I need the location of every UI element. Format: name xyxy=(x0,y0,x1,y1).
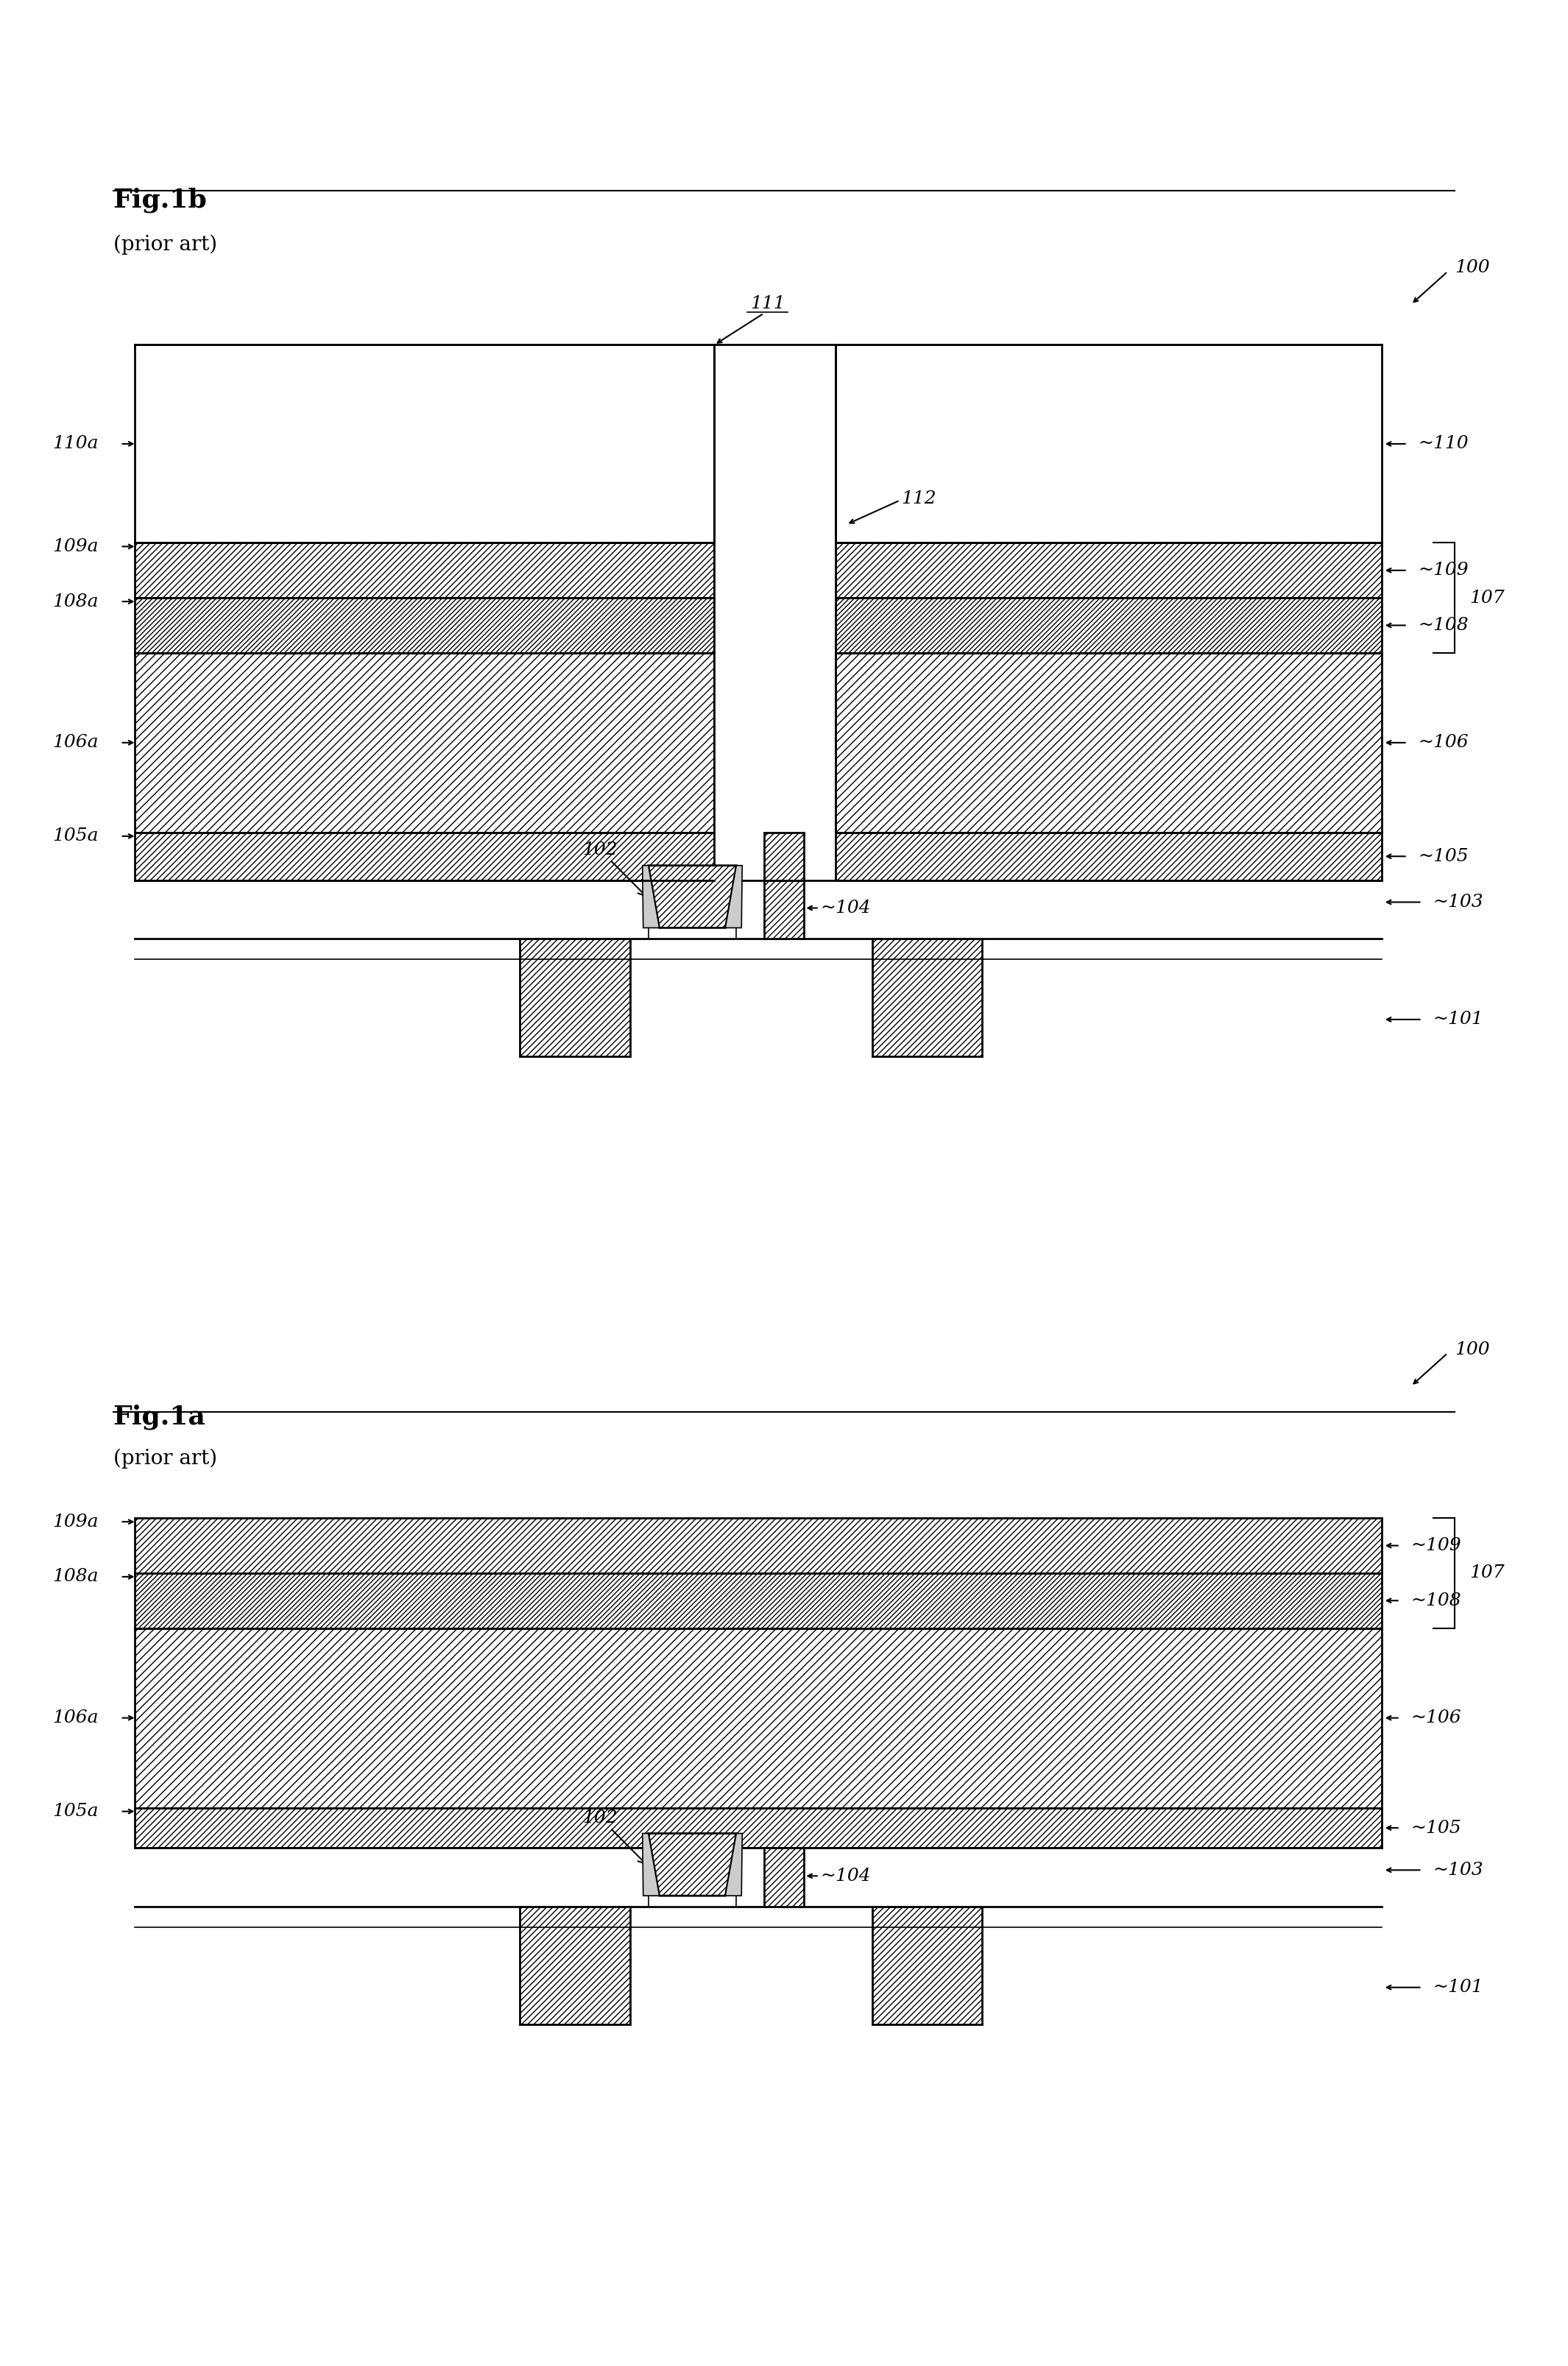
Text: 100: 100 xyxy=(1455,260,1490,277)
Text: ~101: ~101 xyxy=(1433,1010,1483,1027)
Text: 106a: 106a xyxy=(52,1711,99,1727)
Bar xyxy=(135,542,715,599)
Text: ~104: ~104 xyxy=(820,899,872,916)
Polygon shape xyxy=(648,866,737,927)
Polygon shape xyxy=(643,866,660,927)
Text: ~106: ~106 xyxy=(1419,733,1469,750)
Text: ~103: ~103 xyxy=(1433,894,1483,911)
Text: ~103: ~103 xyxy=(1433,1862,1483,1879)
Bar xyxy=(836,833,1381,880)
Polygon shape xyxy=(764,1848,804,1907)
Bar xyxy=(836,599,1381,653)
Polygon shape xyxy=(648,1834,737,1895)
Bar xyxy=(715,542,836,833)
Text: ~110: ~110 xyxy=(1419,435,1469,452)
Text: Fig.1a: Fig.1a xyxy=(113,1405,205,1429)
Polygon shape xyxy=(726,866,742,927)
Bar xyxy=(135,1573,1381,1628)
Text: (prior art): (prior art) xyxy=(113,1448,216,1469)
Text: Fig.1b: Fig.1b xyxy=(113,187,207,213)
Text: 109a: 109a xyxy=(52,537,99,556)
Bar xyxy=(648,1895,737,1907)
Text: ~101: ~101 xyxy=(1433,1978,1483,1997)
Text: ~108: ~108 xyxy=(1411,1592,1461,1609)
Polygon shape xyxy=(643,1834,660,1895)
Text: 105a: 105a xyxy=(52,828,99,845)
Text: 106a: 106a xyxy=(52,733,99,750)
Text: ~109: ~109 xyxy=(1411,1538,1461,1554)
Text: 102: 102 xyxy=(582,842,646,897)
Text: 107: 107 xyxy=(1469,589,1505,606)
Bar xyxy=(836,653,1381,833)
Text: 107: 107 xyxy=(1469,1564,1505,1580)
Text: ~104: ~104 xyxy=(820,1867,872,1883)
Bar xyxy=(836,542,1381,599)
Polygon shape xyxy=(726,1834,742,1895)
Bar xyxy=(648,927,737,939)
Bar xyxy=(836,345,1381,542)
Bar xyxy=(135,833,715,880)
Text: (prior art): (prior art) xyxy=(113,234,216,256)
Text: 102: 102 xyxy=(582,1810,646,1864)
Bar xyxy=(521,939,630,1055)
Bar xyxy=(872,939,982,1055)
Bar xyxy=(135,1848,1381,1907)
Text: 100: 100 xyxy=(1455,1342,1490,1358)
Text: 110a: 110a xyxy=(52,435,99,452)
Bar xyxy=(135,653,715,833)
Text: 112: 112 xyxy=(902,490,936,506)
Text: 105a: 105a xyxy=(52,1803,99,1819)
Bar xyxy=(521,1907,630,2023)
Text: 109a: 109a xyxy=(52,1514,99,1531)
Polygon shape xyxy=(764,833,804,880)
Bar xyxy=(135,880,1381,939)
Text: ~106: ~106 xyxy=(1411,1711,1461,1727)
Text: ~105: ~105 xyxy=(1419,847,1469,866)
Bar xyxy=(135,345,715,542)
Text: 108a: 108a xyxy=(52,594,99,610)
Text: ~105: ~105 xyxy=(1411,1819,1461,1836)
Bar xyxy=(135,1628,1381,1808)
Text: ~109: ~109 xyxy=(1419,561,1469,580)
Bar xyxy=(135,599,715,653)
Bar xyxy=(135,1808,1381,1848)
Polygon shape xyxy=(764,880,804,939)
Text: ~108: ~108 xyxy=(1419,618,1469,634)
Bar xyxy=(872,1907,982,2023)
Bar xyxy=(135,1519,1381,1573)
Text: 108a: 108a xyxy=(52,1569,99,1585)
Text: 111: 111 xyxy=(750,296,786,312)
